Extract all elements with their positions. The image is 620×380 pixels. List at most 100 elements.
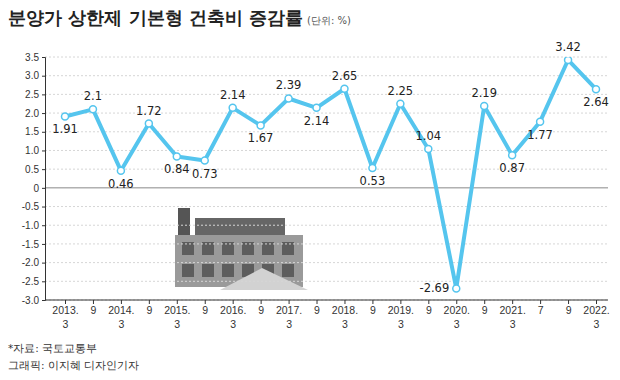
x-tick-mark xyxy=(568,300,569,304)
data-label: 1.04 xyxy=(416,129,442,143)
x-tick-mark xyxy=(149,300,150,304)
point xyxy=(117,167,124,174)
y-tick: 0.5 xyxy=(25,164,45,175)
illustration-part xyxy=(222,264,234,277)
y-tick-mark xyxy=(42,113,45,114)
point xyxy=(565,57,572,63)
x-tick-mark xyxy=(400,300,401,304)
data-labels: 1.912.10.461.720.840.732.141.672.392.142… xyxy=(52,40,609,295)
y-tick-mark xyxy=(42,94,45,95)
grid-line xyxy=(45,206,608,207)
grid-line xyxy=(45,225,608,226)
data-label: 0.53 xyxy=(360,174,386,188)
x-tick-mark xyxy=(65,300,66,304)
x-tick: 9 xyxy=(146,300,152,316)
point xyxy=(201,157,208,164)
y-tick-label: -2.0 xyxy=(22,257,40,268)
x-tick-mark xyxy=(233,300,234,304)
y-tick-mark xyxy=(42,225,45,226)
illustration-part xyxy=(178,208,190,238)
y-tick-label: 2.5 xyxy=(25,89,39,100)
subtitle: (단위: %) xyxy=(307,15,351,26)
y-tick-mark xyxy=(42,150,45,151)
x-tick-label: 9 xyxy=(566,304,572,316)
x-tick: 9 xyxy=(202,300,208,316)
y-axis-line xyxy=(42,58,46,301)
data-label: 0.84 xyxy=(164,162,190,176)
x-tick-label: 9 xyxy=(146,304,152,316)
point xyxy=(89,106,96,113)
data-label: 2.14 xyxy=(220,88,246,102)
x-tick-mark xyxy=(289,300,290,304)
y-tick: -3.0 xyxy=(22,295,45,306)
y-tick-mark xyxy=(42,263,45,264)
y-tick-label: -2.5 xyxy=(22,276,40,287)
x-tick-label: 9 xyxy=(258,304,264,316)
annotation: *자료: 국토교통부 xyxy=(8,342,97,354)
x-tick: 2020.3 xyxy=(444,300,470,330)
x-tick-mark xyxy=(596,300,597,304)
point xyxy=(145,120,152,127)
y-tick: -2.0 xyxy=(22,257,45,268)
x-tick-label: 2013.3 xyxy=(52,304,78,329)
y-tick-mark xyxy=(42,244,45,245)
point xyxy=(509,152,516,159)
y-tick: 3.5 xyxy=(25,52,45,63)
data-label: 2.25 xyxy=(388,84,414,98)
y-tick-mark xyxy=(42,57,45,58)
data-label: 2.19 xyxy=(471,86,497,100)
illustration-part xyxy=(202,242,214,255)
y-tick-mark xyxy=(42,132,45,133)
illustration-part xyxy=(262,242,274,255)
line xyxy=(65,60,596,288)
x-tick-label: 7 xyxy=(538,304,544,316)
x-tick-label: 2017.3 xyxy=(276,304,302,329)
y-tick: 2.0 xyxy=(25,108,45,119)
illustration-part xyxy=(222,242,234,255)
point xyxy=(341,85,348,92)
plot-area xyxy=(62,57,600,292)
x-tick-mark xyxy=(512,300,513,304)
data-label: 1.72 xyxy=(136,104,162,118)
y-tick: -1.5 xyxy=(22,239,45,250)
point xyxy=(285,95,292,102)
grid-line xyxy=(45,281,608,282)
illustration-part xyxy=(202,264,214,277)
illustration-part xyxy=(182,264,194,277)
grid-line xyxy=(45,131,608,132)
y-tick-mark xyxy=(42,188,45,189)
illustration-part xyxy=(220,268,308,290)
x-tick: 9 xyxy=(258,300,264,316)
x-tick: 9 xyxy=(566,300,572,316)
y-tick-mark xyxy=(42,207,45,208)
x-tick: 9 xyxy=(314,300,320,316)
x-tick-mark xyxy=(372,300,373,304)
point xyxy=(397,100,404,107)
data-label: 0.87 xyxy=(499,161,525,175)
point xyxy=(229,104,236,111)
data-label: 1.91 xyxy=(52,122,78,136)
data-label: 0.73 xyxy=(192,167,218,181)
y-tick: 1.5 xyxy=(25,126,45,137)
y-tick: 3.0 xyxy=(25,70,45,81)
x-tick: 2019.3 xyxy=(388,300,414,330)
point xyxy=(593,86,600,93)
x-tick: 2022.3 xyxy=(583,300,609,330)
y-tick-label: 1.5 xyxy=(25,126,39,137)
y-tick: 1.0 xyxy=(25,145,45,156)
illustration-part xyxy=(282,264,294,277)
x-axis-line xyxy=(45,300,608,301)
x-tick-mark xyxy=(121,300,122,304)
y-tick: -2.5 xyxy=(22,276,45,287)
x-tick-label: 9 xyxy=(426,304,432,316)
title: 분양가 상한제 기본형 건축비 증감률 xyxy=(8,7,303,28)
illustration-part xyxy=(282,242,294,255)
x-tick-mark xyxy=(456,300,457,304)
point xyxy=(173,153,180,160)
x-tick-label: 2016.3 xyxy=(220,304,246,329)
y-tick-label: 1.0 xyxy=(25,145,39,156)
x-tick: 2016.3 xyxy=(220,300,246,330)
x-tick-mark xyxy=(93,300,94,304)
y-tick-label: 0 xyxy=(33,183,39,194)
x-tick-mark xyxy=(540,300,541,304)
